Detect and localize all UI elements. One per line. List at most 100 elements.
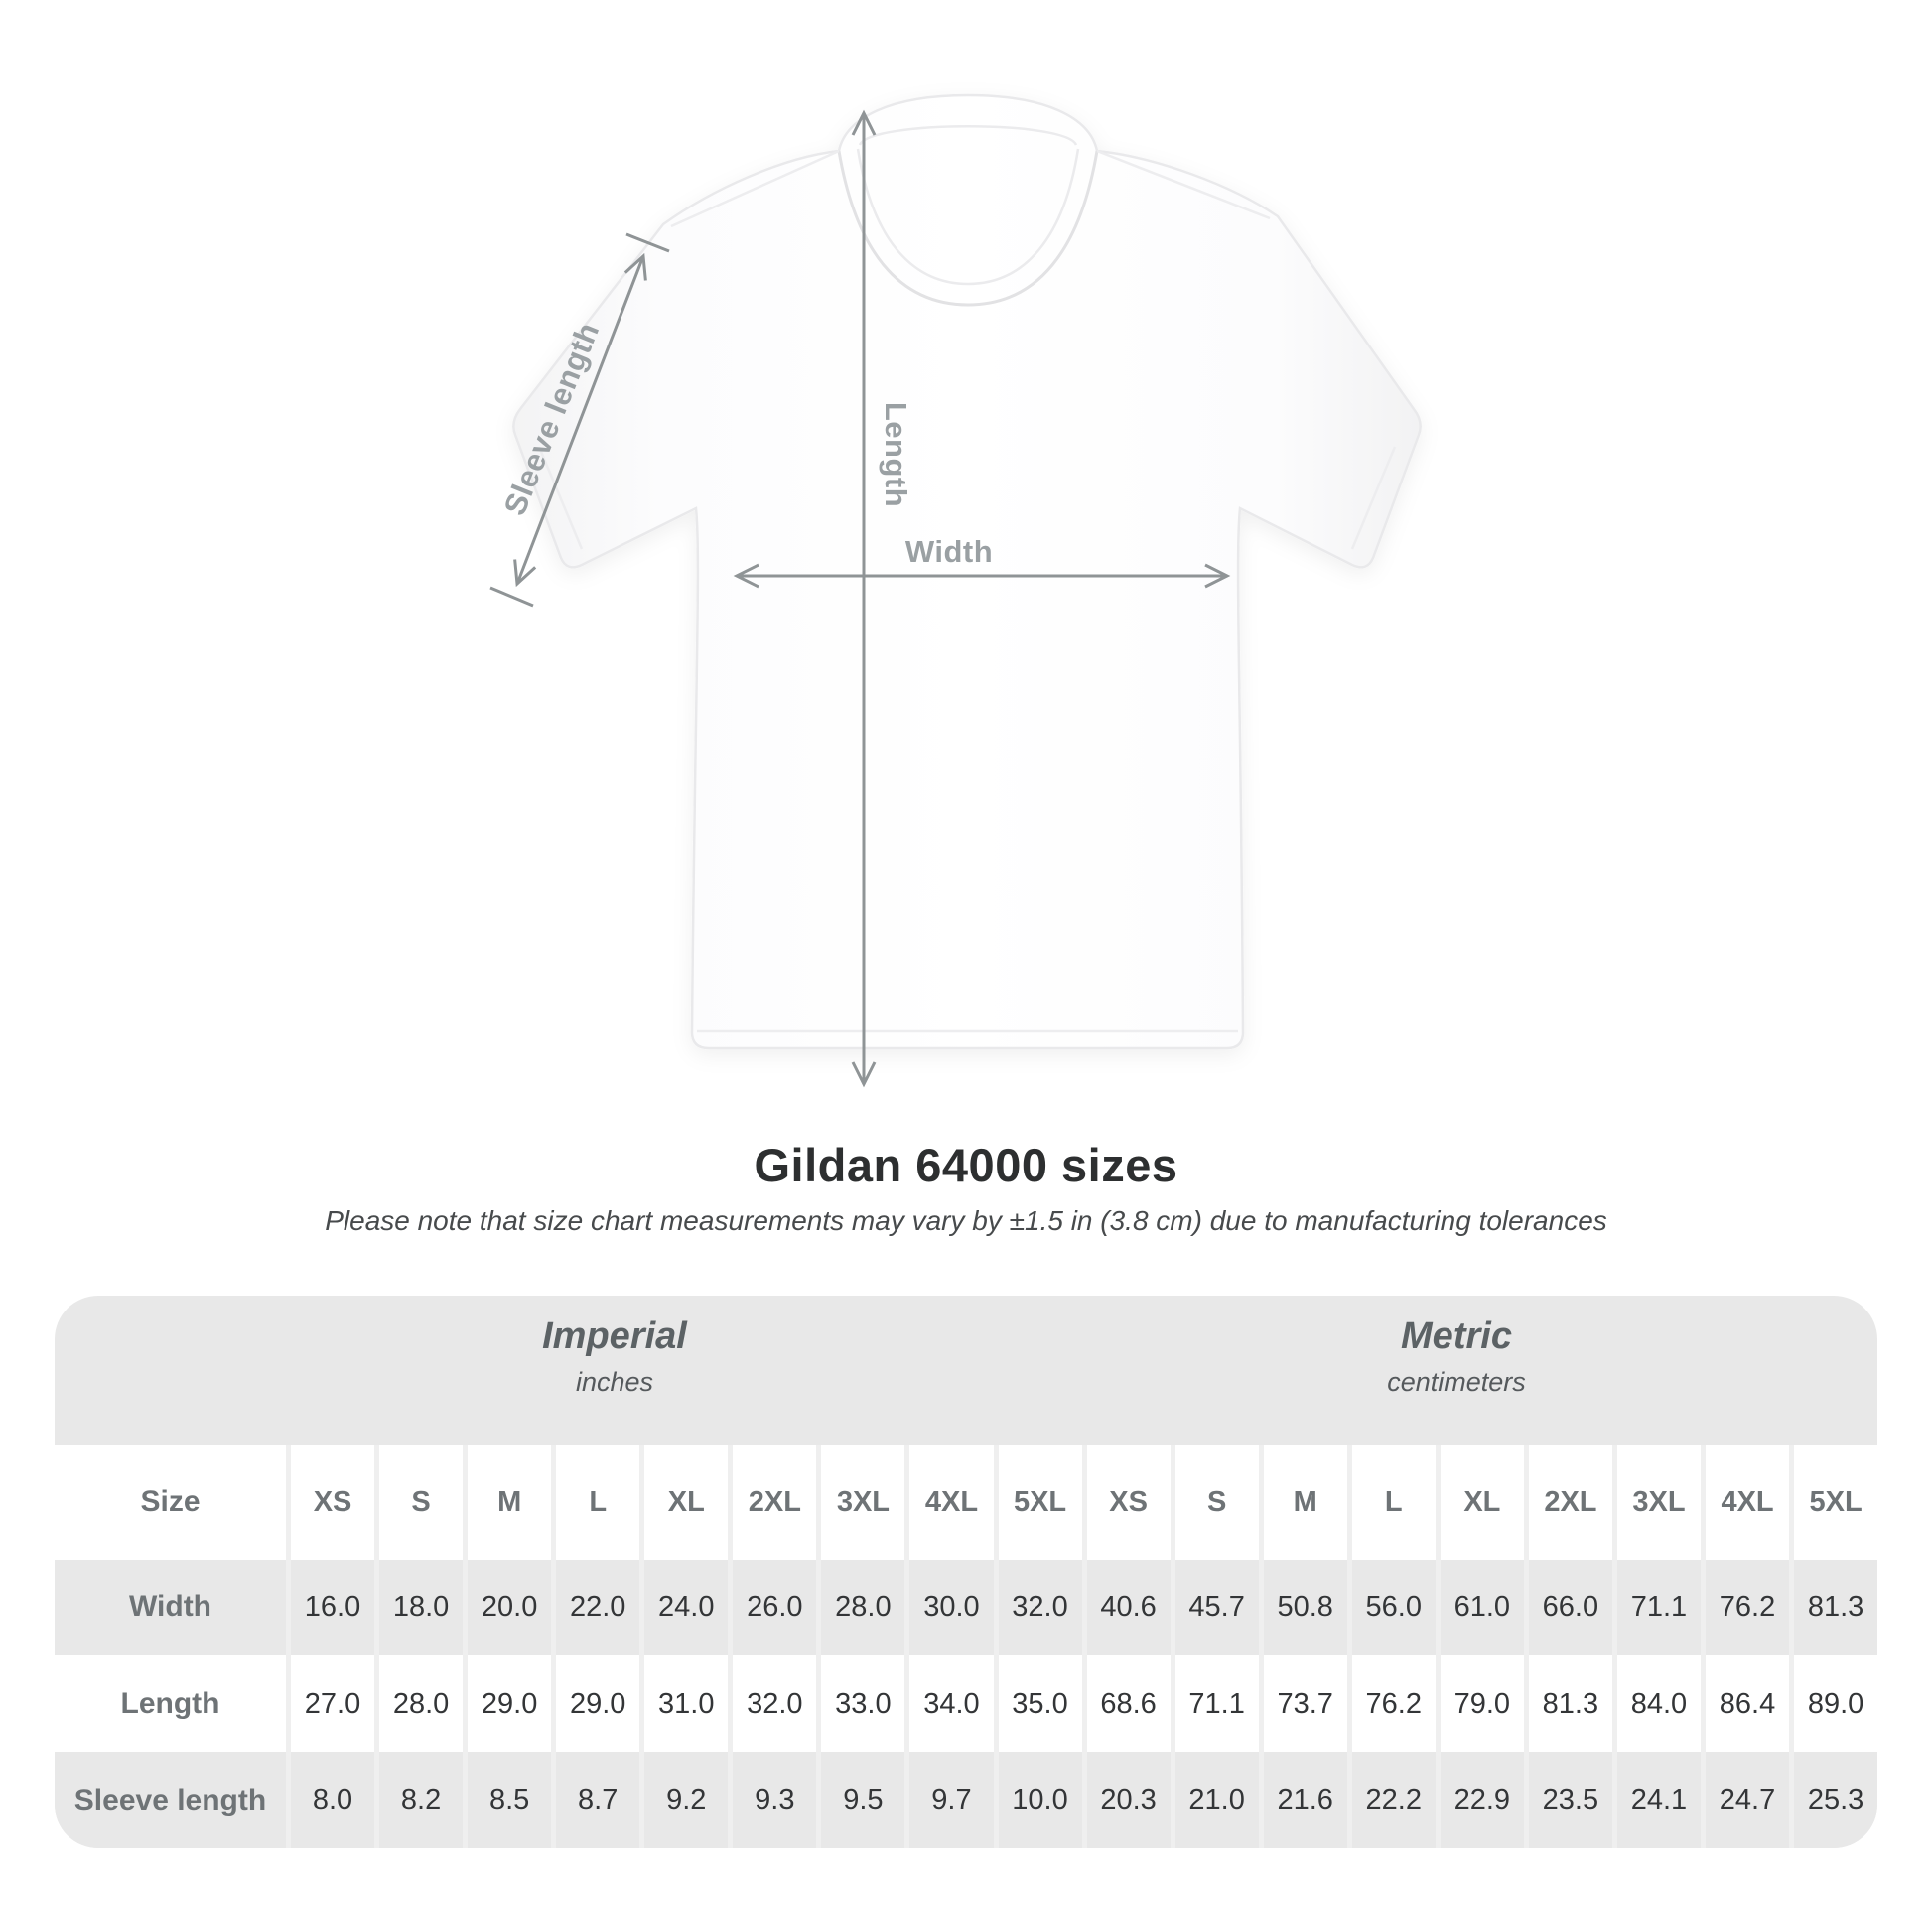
row-label: Length (55, 1655, 286, 1752)
table-cell: 79.0 (1435, 1655, 1524, 1752)
table-cell: 30.0 (904, 1560, 994, 1655)
table-cell: 20.3 (1081, 1752, 1171, 1848)
table-cell: 76.2 (1346, 1655, 1436, 1752)
table-cell: 22.2 (1346, 1752, 1436, 1848)
size-header-row: Size XS S M L XL 2XL 3XL 4XL 5XL XS S M … (55, 1445, 1877, 1560)
sleeve-arrow-start-tick (489, 586, 534, 608)
size-table: Imperial inches Metric centimeters Size … (55, 1296, 1877, 1848)
size-col-header: XL (639, 1445, 729, 1560)
size-col-header: 5XL (993, 1445, 1082, 1560)
size-col-header: 2XL (728, 1445, 817, 1560)
table-cell: 27.0 (286, 1655, 375, 1752)
size-col-header: 3XL (816, 1445, 905, 1560)
table-cell: 35.0 (993, 1655, 1082, 1752)
collar-ribbing (856, 148, 1080, 286)
table-cell: 76.2 (1701, 1560, 1790, 1655)
tolerance-note: Please note that size chart measurements… (325, 1205, 1607, 1236)
imperial-unit: inches (575, 1366, 654, 1397)
size-col-header: L (551, 1445, 640, 1560)
table-cell: 18.0 (374, 1560, 464, 1655)
size-col-header: 2XL (1523, 1445, 1612, 1560)
table-cell: 89.0 (1789, 1655, 1877, 1752)
sleeve-length-arrow (513, 252, 647, 588)
table-cell: 29.0 (463, 1655, 552, 1752)
table-cell: 56.0 (1346, 1560, 1436, 1655)
table-cell: 28.0 (816, 1560, 905, 1655)
table-cell: 33.0 (816, 1655, 905, 1752)
table-cell: 71.1 (1611, 1560, 1701, 1655)
size-col-header: XL (1435, 1445, 1524, 1560)
imperial-title: Imperial (542, 1315, 687, 1357)
table-cell: 9.5 (816, 1752, 905, 1848)
metric-group-header: Metric centimeters (1035, 1296, 1877, 1445)
table-cell: 21.6 (1258, 1752, 1347, 1848)
table-cell: 22.9 (1435, 1752, 1524, 1848)
metric-title: Metric (1401, 1315, 1512, 1357)
size-col-header: 4XL (904, 1445, 994, 1560)
table-row-length: Length 27.0 28.0 29.0 29.0 31.0 32.0 33.… (55, 1655, 1877, 1752)
size-col-header: XS (1081, 1445, 1171, 1560)
table-cell: 25.3 (1789, 1752, 1877, 1848)
table-cell: 66.0 (1523, 1560, 1612, 1655)
table-cell: 16.0 (286, 1560, 375, 1655)
table-cell: 34.0 (904, 1655, 994, 1752)
table-cell: 8.7 (551, 1752, 640, 1848)
size-col-header: S (1170, 1445, 1259, 1560)
table-cell: 9.7 (904, 1752, 994, 1848)
imperial-group-header: Imperial inches (194, 1296, 1035, 1445)
table-cell: 9.3 (728, 1752, 817, 1848)
table-cell: 86.4 (1701, 1655, 1790, 1752)
table-cell: 8.5 (463, 1752, 552, 1848)
row-label: Sleeve length (55, 1752, 286, 1848)
size-col-header: S (374, 1445, 464, 1560)
tshirt-measurement-diagram (489, 93, 1422, 1088)
table-cell: 8.0 (286, 1752, 375, 1848)
table-cell: 24.7 (1701, 1752, 1790, 1848)
size-col-header: M (1258, 1445, 1347, 1560)
table-cell: 9.2 (639, 1752, 729, 1848)
table-cell: 40.6 (1081, 1560, 1171, 1655)
size-header-label: Size (55, 1445, 286, 1560)
table-cell: 23.5 (1523, 1752, 1612, 1848)
table-cell: 26.0 (728, 1560, 817, 1655)
metric-unit: centimeters (1387, 1366, 1526, 1397)
page-title: Gildan 64000 sizes (754, 1139, 1178, 1191)
table-cell: 71.1 (1170, 1655, 1259, 1752)
table-cell: 81.3 (1523, 1655, 1612, 1752)
size-col-header: L (1346, 1445, 1436, 1560)
table-cell: 32.0 (728, 1655, 817, 1752)
table-cell: 81.3 (1789, 1560, 1877, 1655)
table-cell: 61.0 (1435, 1560, 1524, 1655)
table-row-sleeve-length: Sleeve length 8.0 8.2 8.5 8.7 9.2 9.3 9.… (55, 1752, 1877, 1848)
sleeve-arrow-end-tick (625, 232, 670, 253)
size-col-header: 3XL (1611, 1445, 1701, 1560)
tshirt-graphic (512, 93, 1422, 1050)
table-cell: 50.8 (1258, 1560, 1347, 1655)
table-cell: 68.6 (1081, 1655, 1171, 1752)
table-cell: 22.0 (551, 1560, 640, 1655)
row-label: Width (55, 1560, 286, 1655)
band-spacer (55, 1296, 194, 1445)
table-cell: 28.0 (374, 1655, 464, 1752)
length-label: Length (879, 401, 913, 508)
table-cell: 84.0 (1611, 1655, 1701, 1752)
table-cell: 24.1 (1611, 1752, 1701, 1848)
table-cell: 73.7 (1258, 1655, 1347, 1752)
size-col-header: 4XL (1701, 1445, 1790, 1560)
table-cell: 31.0 (639, 1655, 729, 1752)
table-row-width: Width 16.0 18.0 20.0 22.0 24.0 26.0 28.0… (55, 1560, 1877, 1655)
size-col-header: M (463, 1445, 552, 1560)
unit-band: Imperial inches Metric centimeters (55, 1296, 1877, 1445)
table-cell: 8.2 (374, 1752, 464, 1848)
table-cell: 29.0 (551, 1655, 640, 1752)
size-col-header: XS (286, 1445, 375, 1560)
table-cell: 21.0 (1170, 1752, 1259, 1848)
table-cell: 32.0 (993, 1560, 1082, 1655)
table-cell: 20.0 (463, 1560, 552, 1655)
table-cell: 45.7 (1170, 1560, 1259, 1655)
width-label: Width (904, 534, 994, 569)
table-cell: 24.0 (639, 1560, 729, 1655)
table-cell: 10.0 (993, 1752, 1082, 1848)
size-col-header: 5XL (1789, 1445, 1877, 1560)
